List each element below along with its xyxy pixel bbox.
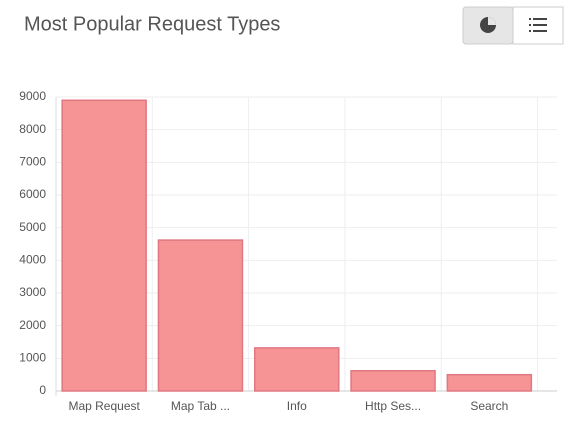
y-tick-label: 8000 [19, 122, 46, 136]
x-tick-label: Http Ses... [365, 399, 421, 413]
y-tick-label: 6000 [19, 187, 46, 201]
y-tick-label: 2000 [19, 318, 46, 332]
x-tick-label: Info [287, 399, 307, 413]
y-tick-label: 0 [39, 383, 46, 397]
bar [254, 347, 340, 392]
bar [446, 373, 533, 392]
y-tick-label: 7000 [19, 155, 46, 169]
y-tick-label: 3000 [19, 285, 46, 299]
chart-title: Most Popular Request Types [24, 13, 280, 35]
y-tick-label: 4000 [19, 253, 46, 267]
y-tick-label: 1000 [19, 351, 46, 365]
x-tick-label: Search [470, 399, 508, 413]
bar [157, 239, 244, 392]
pie-icon-slice [488, 17, 496, 25]
view-toggle [462, 6, 564, 45]
x-tick-label: Map Request [68, 399, 140, 413]
y-tick-label: 5000 [19, 220, 46, 234]
x-tick-label: Map Tab ... [171, 399, 230, 413]
bar [350, 369, 436, 392]
y-tick-label: 9000 [19, 89, 46, 103]
list-icon [529, 18, 547, 32]
bar [61, 99, 147, 392]
